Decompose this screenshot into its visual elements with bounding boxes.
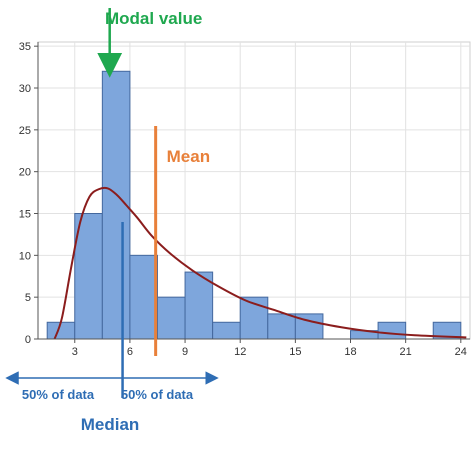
density-curve-layer (53, 186, 467, 340)
x-tick-label: 9 (182, 346, 188, 358)
histogram-bar (129, 254, 158, 340)
histogram-bar (74, 213, 103, 340)
histogram-bar (184, 271, 214, 340)
x-tick-label: 21 (400, 346, 412, 358)
x-tick-label: 15 (289, 346, 301, 358)
right-half-label: 50% of data (121, 387, 194, 402)
histogram-bar (377, 321, 407, 340)
density-curve (53, 186, 467, 340)
modal-value-label: Modal value (105, 9, 202, 28)
histogram-bar (212, 321, 241, 340)
axes: 0 5 10 15 20 25 30 35 3 6 9 12 15 18 21 24 (19, 41, 470, 358)
histogram-bar (267, 313, 296, 340)
y-tick-label: 35 (19, 41, 31, 53)
annotations: Modal value Mean 50% of data 50% of data Med… (5, 8, 219, 434)
x-tick-label: 24 (455, 346, 467, 358)
y-tick-label: 10 (19, 250, 31, 262)
x-tick-label: 6 (127, 346, 133, 358)
median-label: Median (81, 415, 140, 434)
x-tick-label: 3 (72, 346, 78, 358)
y-tick-label: 0 (25, 334, 31, 346)
y-tick-label: 15 (19, 209, 31, 221)
mean-label: Mean (167, 147, 210, 166)
histogram-bar (156, 296, 186, 340)
y-tick-label: 30 (19, 83, 31, 95)
left-half-label: 50% of data (22, 387, 95, 402)
y-tick-label: 20 (19, 167, 31, 179)
x-tick-label: 12 (234, 346, 246, 358)
x-tick-label: 18 (344, 346, 356, 358)
y-tick-label: 25 (19, 125, 31, 137)
y-tick-label: 5 (25, 292, 31, 304)
